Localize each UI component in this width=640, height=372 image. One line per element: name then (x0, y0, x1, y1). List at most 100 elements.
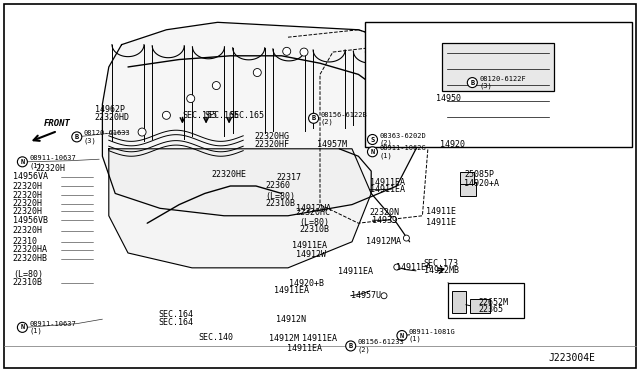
Text: 22360: 22360 (266, 181, 291, 190)
Text: J223004E: J223004E (548, 353, 595, 363)
Text: SEC.164: SEC.164 (159, 310, 194, 319)
Text: 22320H: 22320H (13, 199, 43, 208)
Text: N: N (20, 324, 24, 330)
Bar (452, 291, 466, 313)
Circle shape (17, 157, 28, 167)
Text: 14911EA: 14911EA (302, 334, 337, 343)
Text: 14956VA: 14956VA (13, 172, 48, 181)
Circle shape (212, 81, 220, 90)
Text: 14962P: 14962P (95, 105, 125, 114)
Text: 14957U: 14957U (351, 291, 381, 300)
Text: 08911-1062G
(1): 08911-1062G (1) (380, 145, 426, 158)
Text: 14956VB: 14956VB (13, 216, 48, 225)
Text: 22320HA: 22320HA (13, 246, 48, 254)
Bar (460, 182, 476, 196)
Text: N: N (371, 149, 374, 155)
Text: 22310B: 22310B (13, 278, 43, 287)
Text: 14911E: 14911E (426, 207, 456, 216)
Text: 25085P: 25085P (464, 170, 494, 179)
Circle shape (403, 235, 410, 241)
Bar (442, 43, 554, 91)
Text: B: B (75, 134, 79, 140)
Text: B: B (349, 343, 353, 349)
Text: 22310: 22310 (13, 237, 38, 246)
Text: 14912M: 14912M (269, 334, 299, 343)
Text: N: N (400, 333, 404, 339)
Text: 14912W: 14912W (296, 250, 326, 259)
Text: 08911-1081G
(1): 08911-1081G (1) (409, 329, 456, 342)
Circle shape (163, 111, 170, 119)
Circle shape (381, 293, 387, 299)
Text: 08911-10637
(1): 08911-10637 (1) (29, 321, 76, 334)
Text: SEC.164: SEC.164 (159, 318, 194, 327)
Text: 14920+A: 14920+A (464, 179, 499, 187)
Text: 22320H: 22320H (35, 164, 65, 173)
Bar (460, 172, 474, 184)
Text: 08363-6202D
(2): 08363-6202D (2) (380, 133, 426, 146)
Circle shape (367, 147, 378, 157)
Text: 08156-6122B
(2): 08156-6122B (2) (321, 112, 367, 125)
Bar (448, 283, 524, 318)
Text: 14912MA: 14912MA (366, 237, 401, 246)
Circle shape (300, 48, 308, 56)
Text: 14950: 14950 (436, 94, 461, 103)
Text: 14920+B: 14920+B (289, 279, 324, 288)
Text: 22320H: 22320H (13, 182, 43, 190)
Text: SEC.165: SEC.165 (182, 111, 218, 120)
Text: 22320HC: 22320HC (296, 208, 331, 217)
Text: 14912WA: 14912WA (296, 204, 331, 213)
Circle shape (467, 78, 477, 87)
Text: 14911EA: 14911EA (370, 178, 405, 187)
Polygon shape (109, 149, 371, 268)
Text: (L=80): (L=80) (300, 218, 330, 227)
Circle shape (283, 47, 291, 55)
Circle shape (72, 132, 82, 142)
Circle shape (394, 264, 400, 270)
Text: N: N (20, 159, 24, 165)
Text: FRONT: FRONT (44, 119, 71, 128)
Text: 08911-10637
(1): 08911-10637 (1) (29, 155, 76, 169)
Text: 22320HG: 22320HG (255, 132, 290, 141)
Bar (365, 22, 632, 147)
Text: 22317: 22317 (276, 173, 301, 182)
Text: 22365: 22365 (479, 305, 504, 314)
Text: SEC.173: SEC.173 (424, 259, 459, 268)
Text: 08156-61233
(2): 08156-61233 (2) (358, 339, 404, 353)
Text: 14957M: 14957M (317, 140, 347, 149)
Text: S: S (371, 137, 374, 142)
Text: 22320HE: 22320HE (211, 170, 246, 179)
Text: 22320N: 22320N (370, 208, 400, 217)
Text: (L=80): (L=80) (13, 270, 43, 279)
Text: 14939: 14939 (372, 216, 397, 225)
Text: SEC.165: SEC.165 (205, 111, 240, 120)
Circle shape (397, 331, 407, 340)
Text: B: B (312, 115, 316, 121)
Text: 14911EA: 14911EA (287, 344, 322, 353)
Text: 14911E: 14911E (426, 218, 456, 227)
Circle shape (390, 217, 397, 222)
Circle shape (138, 128, 146, 136)
Bar (470, 299, 490, 313)
Text: (L=80): (L=80) (266, 192, 296, 201)
Text: 14911EA: 14911EA (338, 267, 373, 276)
Text: 22320H: 22320H (13, 226, 43, 235)
Text: 14911EA: 14911EA (292, 241, 327, 250)
Text: 08120-61633
(3): 08120-61633 (3) (84, 130, 131, 144)
Text: 22320H: 22320H (13, 191, 43, 200)
Text: 22320HF: 22320HF (255, 140, 290, 149)
Text: 14911EA: 14911EA (274, 286, 309, 295)
Circle shape (308, 113, 319, 123)
Text: 14911EA: 14911EA (370, 185, 405, 194)
Text: SEC.165: SEC.165 (229, 111, 264, 120)
Text: 22652M: 22652M (479, 298, 509, 307)
Text: 22310B: 22310B (266, 199, 296, 208)
Text: 22320H: 22320H (13, 207, 43, 216)
Text: 08120-6122F
(3): 08120-6122F (3) (479, 76, 526, 89)
Circle shape (346, 341, 356, 351)
Text: 22320HD: 22320HD (95, 113, 130, 122)
Text: 22320HB: 22320HB (13, 254, 48, 263)
Polygon shape (102, 22, 422, 216)
Text: 14912MB: 14912MB (424, 266, 459, 275)
Text: 22310B: 22310B (300, 225, 330, 234)
Text: SEC.140: SEC.140 (198, 333, 234, 342)
